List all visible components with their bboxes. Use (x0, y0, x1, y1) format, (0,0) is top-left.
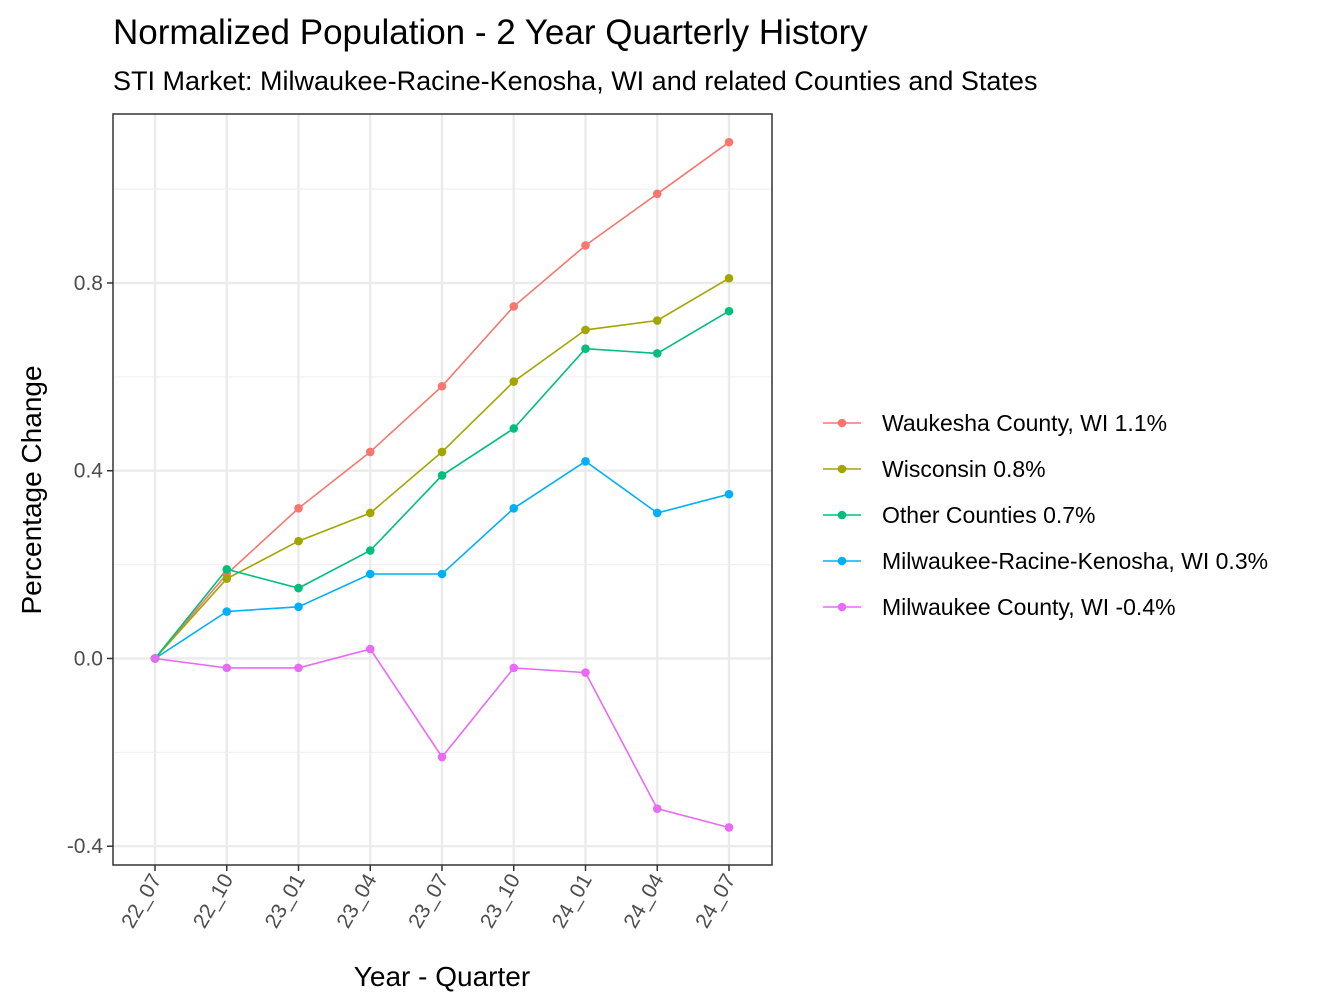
data-point (365, 447, 375, 457)
x-tick-label: 23_01 (261, 870, 310, 932)
data-point (509, 377, 519, 386)
series-points (150, 137, 734, 832)
data-point (365, 644, 375, 654)
y-axis-title: Percentage Change (16, 365, 47, 614)
data-point (652, 316, 662, 325)
legend-key-point (837, 464, 847, 474)
x-tick-label: 22_07 (117, 870, 166, 932)
legend-label: Waukesha County, WI 1.1% (882, 410, 1167, 436)
data-point (365, 569, 375, 579)
data-point (652, 349, 662, 358)
data-point (222, 564, 232, 574)
legend-key-point (837, 556, 847, 566)
x-tick-label: 24_07 (691, 870, 740, 932)
y-tick-label: 0.4 (74, 460, 104, 483)
legend-label: Milwaukee County, WI -0.4% (882, 594, 1176, 620)
data-point (294, 503, 303, 513)
data-point (581, 325, 590, 335)
data-point (365, 508, 375, 518)
data-point (222, 663, 232, 673)
data-point (724, 823, 734, 832)
chart-subtitle: STI Market: Milwaukee-Racine-Kenosha, WI… (113, 66, 1037, 96)
data-point (294, 602, 303, 612)
chart-title: Normalized Population - 2 Year Quarterly… (113, 13, 868, 52)
data-point (294, 583, 303, 593)
y-tick-label: 0.8 (74, 272, 103, 295)
x-tick-label: 23_04 (332, 870, 381, 932)
data-point (294, 663, 303, 673)
legend-key-point (837, 418, 847, 428)
data-point (437, 381, 447, 391)
data-point (437, 752, 447, 762)
data-point (365, 546, 375, 555)
data-point (724, 273, 734, 283)
x-tick-label: 22_10 (189, 870, 238, 932)
major-gridlines (113, 114, 772, 865)
data-point (222, 574, 232, 583)
data-point (509, 302, 519, 311)
legend-label: Wisconsin 0.8% (882, 456, 1046, 482)
legend-item: Milwaukee County, WI -0.4% (823, 594, 1176, 620)
legend-label: Milwaukee-Racine-Kenosha, WI 0.3% (882, 548, 1268, 574)
data-point (222, 607, 232, 616)
x-tick-label: 24_04 (619, 870, 668, 932)
legend-item: Milwaukee-Racine-Kenosha, WI 0.3% (823, 548, 1268, 574)
x-axis-title: Year - Quarter (354, 961, 530, 992)
plot-panel (112, 113, 773, 866)
data-point (437, 471, 447, 480)
data-point (150, 654, 160, 663)
legend: Waukesha County, WI 1.1% Wisconsin 0.8% Ot… (823, 410, 1268, 620)
data-point (509, 663, 519, 673)
legend-key-point (837, 510, 847, 520)
legend-item: Other Counties 0.7% (823, 502, 1096, 528)
legend-key-point (837, 602, 847, 612)
data-point (509, 424, 519, 433)
x-tick-label: 23_10 (476, 870, 525, 932)
data-point (294, 536, 303, 546)
data-point (724, 489, 734, 499)
data-point (581, 241, 590, 250)
data-point (652, 189, 662, 199)
data-point (724, 137, 734, 147)
x-tick-label: 24_01 (548, 870, 597, 932)
data-point (437, 569, 447, 579)
data-point (652, 804, 662, 813)
data-point (581, 668, 590, 677)
legend-label: Other Counties 0.7% (882, 502, 1096, 528)
data-point (724, 306, 734, 316)
data-point (437, 447, 447, 457)
data-point (581, 457, 590, 466)
y-tick-label: -0.4 (67, 835, 104, 858)
x-tick-label: 23_07 (404, 870, 453, 932)
y-tick-label: 0.0 (74, 647, 103, 670)
legend-item: Wisconsin 0.8% (823, 456, 1046, 482)
legend-item: Waukesha County, WI 1.1% (823, 410, 1167, 436)
y-axis: -0.4 0.0 0.4 0.8 (67, 272, 113, 858)
x-axis: 22_07 22_10 23_01 23_04 23_07 23_10 24_01 24_04… (117, 865, 740, 932)
data-point (581, 344, 590, 353)
data-point (509, 503, 519, 513)
data-point (652, 508, 662, 518)
